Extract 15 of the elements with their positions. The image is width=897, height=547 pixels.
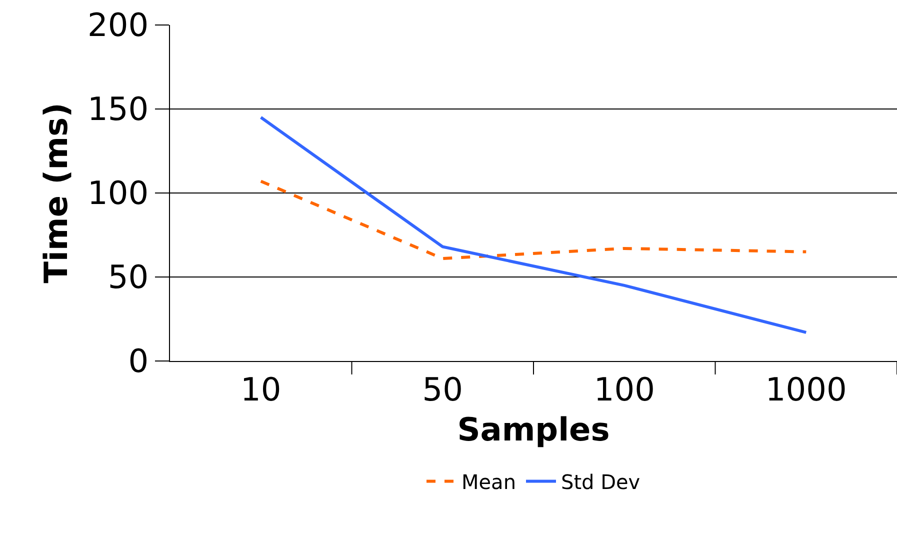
x-axis-title: Samples: [457, 410, 610, 448]
x-tick-label: 100: [594, 370, 655, 408]
y-tick-label: 100: [88, 174, 149, 212]
x-tick-label: 50: [422, 370, 463, 408]
y-tick-label: 0: [128, 342, 149, 380]
legend-label: Mean: [462, 470, 516, 494]
x-tick-label: 1000: [765, 370, 847, 408]
y-tick-label: 150: [88, 90, 149, 128]
y-tick-label: 200: [88, 6, 149, 44]
line-series: [259, 180, 808, 260]
y-axis-title: Time (ms): [36, 102, 75, 284]
y-tick-label: 50: [108, 258, 149, 296]
legend-label: Std Dev: [561, 470, 640, 494]
line-series: [259, 116, 808, 334]
x-tick-label: 10: [240, 370, 282, 408]
